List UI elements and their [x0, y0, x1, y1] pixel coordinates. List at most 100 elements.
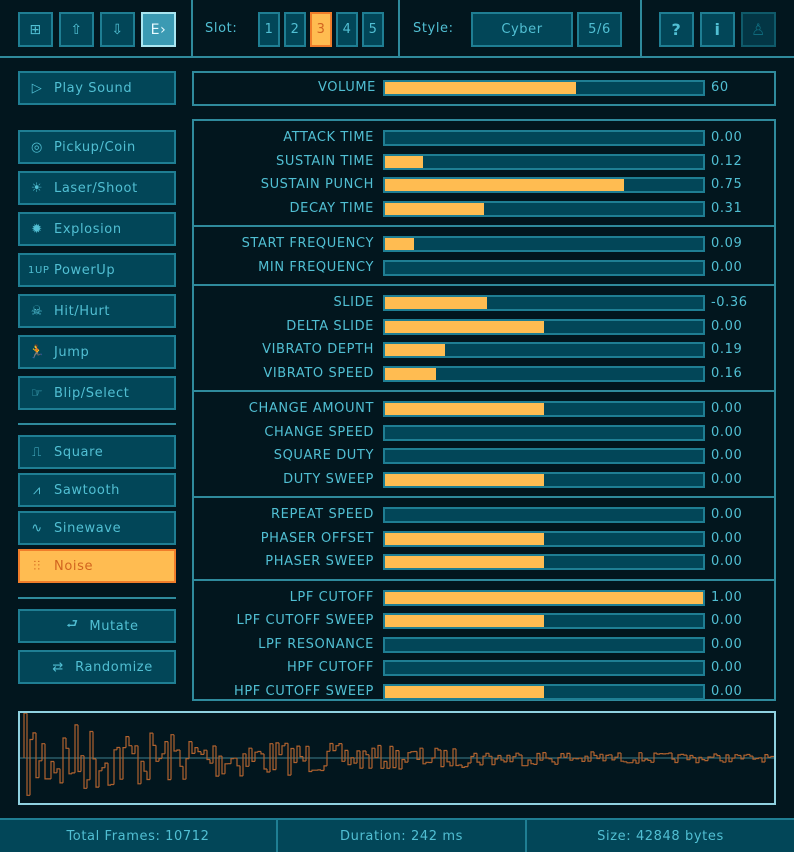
- style-next-button[interactable]: 5/6: [577, 12, 622, 47]
- style-label: Style:: [413, 21, 454, 36]
- mutate-button-label: Mutate: [89, 618, 139, 634]
- slot-button-5[interactable]: 5: [362, 12, 384, 47]
- style-dropdown[interactable]: Cyber: [471, 12, 573, 47]
- param-label: SUSTAIN PUNCH: [260, 177, 374, 192]
- slider-fill: [385, 556, 544, 568]
- param-lpf-resonance: LPF RESONANCE 0.00: [194, 633, 774, 657]
- volume-slider[interactable]: [383, 80, 705, 96]
- parameter-group: CHANGE AMOUNT 0.00 CHANGE SPEED 0.00 SQUARE …: [194, 392, 774, 498]
- param-slider[interactable]: [383, 530, 705, 547]
- slot-label: Slot:: [205, 21, 238, 36]
- param-slider[interactable]: [383, 424, 705, 441]
- preset-blip-select[interactable]: ☞ Blip/Select: [18, 376, 176, 410]
- play-sound-button[interactable]: ▷ Play Sound: [18, 71, 176, 105]
- param-label: LPF CUTOFF: [289, 589, 374, 605]
- param-label: HPF CUTOFF: [287, 660, 374, 675]
- param-value: 0.75: [711, 177, 743, 192]
- file-size: Size: 42848 bytes: [597, 828, 724, 844]
- param-change-amount: CHANGE AMOUNT 0.00: [194, 397, 774, 421]
- slot-button-2[interactable]: 2: [284, 12, 306, 47]
- param-slider[interactable]: [383, 200, 705, 217]
- param-vibrato-depth: VIBRATO DEPTH 0.19: [194, 338, 774, 362]
- param-slider[interactable]: [383, 130, 705, 146]
- waveform-display: [18, 711, 776, 805]
- preset-pickup-coin[interactable]: ◎ Pickup/Coin: [18, 130, 176, 164]
- preset-jump-label: Jump: [54, 344, 90, 360]
- slider-fill: [385, 532, 544, 545]
- slot-button-4[interactable]: 4: [336, 12, 358, 47]
- param-slider[interactable]: [383, 554, 705, 570]
- wave-sawtooth-label: Sawtooth: [54, 482, 120, 498]
- param-label: SQUARE DUTY: [273, 448, 374, 463]
- param-slider[interactable]: [383, 401, 705, 417]
- param-slider[interactable]: [383, 365, 705, 382]
- param-label: SUSTAIN TIME: [276, 153, 374, 169]
- randomize-button-label: Randomize: [75, 659, 153, 675]
- play-sound-button-label: Play Sound: [54, 80, 133, 96]
- param-slider[interactable]: [383, 448, 705, 464]
- help-icon: ?: [671, 20, 682, 39]
- wave-square[interactable]: ⎍ Square: [18, 435, 176, 469]
- file-section: ⊞ ⇧ ⇩ E›: [0, 0, 193, 58]
- param-slider[interactable]: [383, 471, 705, 488]
- slot-button-1[interactable]: 1: [258, 12, 280, 47]
- param-label: START FREQUENCY: [241, 236, 374, 251]
- parameter-group: ATTACK TIME 0.00 SUSTAIN TIME 0.12 SUSTAIN P…: [194, 121, 774, 227]
- param-slider[interactable]: [383, 177, 705, 193]
- user-button[interactable]: ♙: [741, 12, 776, 47]
- param-value: 0.00: [711, 424, 743, 440]
- param-slider[interactable]: [383, 259, 705, 276]
- sawtooth-wave-icon: ⩘: [33, 482, 41, 498]
- preset-explosion-label: Explosion: [54, 221, 122, 237]
- param-slider[interactable]: [383, 236, 705, 252]
- preset-jump[interactable]: 🏃 Jump: [18, 335, 176, 369]
- file-new-button[interactable]: ⊞: [18, 12, 53, 47]
- param-value: 1.00: [711, 589, 743, 605]
- param-slider[interactable]: [383, 683, 705, 700]
- param-slider[interactable]: [383, 318, 705, 335]
- parameters-panel: ATTACK TIME 0.00 SUSTAIN TIME 0.12 SUSTAIN P…: [192, 119, 776, 701]
- help-button[interactable]: ?: [659, 12, 694, 47]
- param-slider[interactable]: [383, 589, 705, 606]
- param-slider[interactable]: [383, 636, 705, 653]
- param-vibrato-speed: VIBRATO SPEED 0.16: [194, 362, 774, 386]
- slot-button-3[interactable]: 3: [310, 12, 332, 47]
- preset-laser-shoot[interactable]: ☀ Laser/Shoot: [18, 171, 176, 205]
- wave-sinewave[interactable]: ∿ Sinewave: [18, 511, 176, 545]
- preset-powerup[interactable]: 1UP PowerUp: [18, 253, 176, 287]
- wave-sawtooth[interactable]: ⩘ Sawtooth: [18, 473, 176, 507]
- file-open-button[interactable]: ⇧: [59, 12, 94, 47]
- param-value: -0.36: [711, 295, 748, 310]
- preset-hit-hurt[interactable]: ☠ Hit/Hurt: [18, 294, 176, 328]
- param-sustain-time: SUSTAIN TIME 0.12: [194, 150, 774, 174]
- slider-fill: [385, 155, 424, 168]
- param-slider[interactable]: [383, 613, 705, 629]
- param-value: 0.09: [711, 236, 743, 251]
- file-save-button[interactable]: ⇩: [100, 12, 135, 47]
- randomize-button[interactable]: ⇄ Randomize: [18, 650, 176, 684]
- randomize-icon: ⇄: [52, 659, 64, 675]
- info-button[interactable]: i: [700, 12, 735, 47]
- param-hpf-cutoff-sweep: HPF CUTOFF SWEEP 0.00: [194, 680, 774, 704]
- param-slider[interactable]: [383, 660, 705, 676]
- file-export-button[interactable]: E›: [141, 12, 176, 47]
- preset-explosion[interactable]: ✹ Explosion: [18, 212, 176, 246]
- param-slider[interactable]: [383, 153, 705, 170]
- slider-fill: [385, 473, 544, 486]
- param-phaser-offset: PHASER OFFSET 0.00: [194, 527, 774, 551]
- mutate-icon: ⮐: [66, 617, 79, 632]
- mutate-button[interactable]: ⮐ Mutate: [18, 609, 176, 643]
- file-new-icon: ⊞: [29, 21, 42, 38]
- param-slider[interactable]: [383, 342, 705, 358]
- status-bar: Total Frames: 10712 Duration: 242 ms Siz…: [0, 818, 794, 852]
- param-slider[interactable]: [383, 507, 705, 523]
- wave-noise[interactable]: ⫶⫶ Noise: [18, 549, 176, 583]
- style-section: Style: Cyber 5/6: [400, 0, 642, 58]
- duration: Duration: 242 ms: [278, 820, 527, 852]
- param-slider[interactable]: [383, 295, 705, 311]
- param-label: PHASER OFFSET: [260, 530, 374, 546]
- preset-powerup-label: PowerUp: [54, 262, 116, 278]
- preset-blip-select-label: Blip/Select: [54, 385, 130, 401]
- volume-panel: VOLUME 60: [192, 71, 776, 106]
